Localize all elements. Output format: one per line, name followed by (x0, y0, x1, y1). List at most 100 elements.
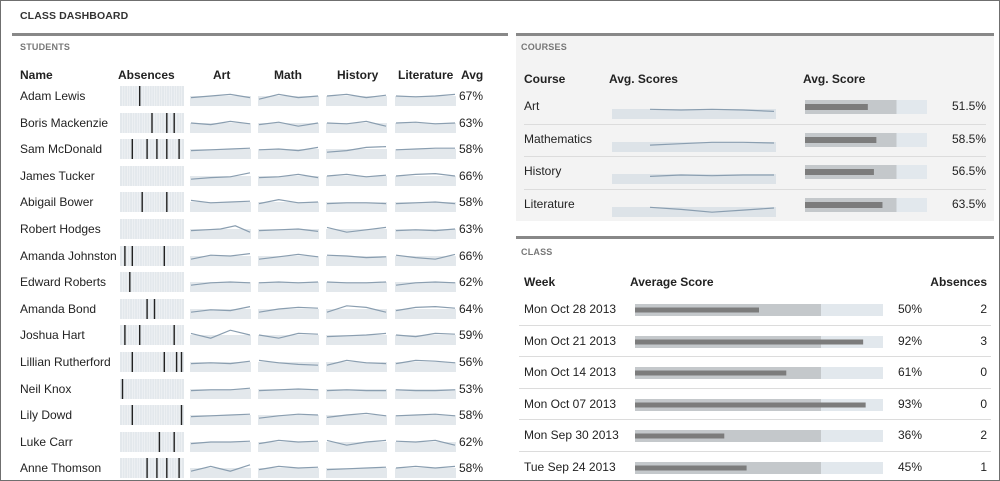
course-bar-value (805, 169, 874, 176)
student-literature-sparkline-line (395, 172, 456, 177)
dashboard-title: CLASS DASHBOARD (20, 10, 129, 22)
student-art-sparkline-band (190, 362, 251, 372)
student-art-sparkline (190, 93, 251, 106)
student-absences-strip (120, 352, 184, 372)
student-history-sparkline (326, 226, 387, 239)
course-row[interactable]: Art 51.5% (516, 92, 994, 124)
class-header-absences[interactable]: Absences (930, 275, 987, 289)
class-absences-value: 2 (980, 302, 987, 316)
student-avg: 58% (459, 408, 484, 423)
class-score-value: 36% (898, 428, 923, 442)
course-trend-line (649, 206, 775, 213)
class-absences-value: 1 (980, 459, 987, 474)
student-row[interactable]: Boris Mackenzie 63% (12, 111, 508, 137)
course-row[interactable]: History 56.5% (516, 157, 994, 189)
student-math-sparkline-band (258, 229, 319, 239)
class-average-score-bar (635, 367, 883, 379)
student-row[interactable]: Joshua Hart 59% (12, 323, 508, 349)
student-literature-sparkline (395, 253, 456, 266)
class-bar-value (635, 433, 725, 439)
students-header-math[interactable]: Math (274, 68, 302, 82)
courses-header-avg-scores[interactable]: Avg. Scores (609, 72, 678, 86)
student-history-sparkline (326, 388, 387, 399)
student-art-sparkline (190, 120, 251, 133)
class-absences-value: 0 (980, 396, 987, 411)
student-art-sparkline-line (190, 225, 251, 233)
students-header-name[interactable]: Name (20, 68, 53, 82)
course-avg-scores-sparkline (612, 108, 776, 119)
student-art-sparkline-line (190, 252, 251, 260)
class-row[interactable]: Mon Sep 30 2013 36% 2 (516, 420, 994, 451)
class-row[interactable]: Mon Oct 28 2013 50% 2 (516, 294, 994, 325)
student-history-sparkline (326, 359, 387, 372)
courses-header-avg-score[interactable]: Avg. Score (803, 72, 866, 86)
student-history-sparkline-band (326, 282, 387, 293)
course-row[interactable]: Literature 63.5% (516, 190, 994, 222)
students-header-absences[interactable]: Absences (118, 68, 175, 82)
student-history-sparkline-line (326, 120, 387, 127)
student-art-sparkline (190, 225, 251, 239)
student-name: Anne Thomson (20, 461, 102, 476)
student-row[interactable]: Neil Knox 53% (12, 377, 508, 403)
student-history-sparkline-band (326, 202, 387, 213)
class-week: Mon Oct 07 2013 (524, 396, 617, 411)
class-row[interactable]: Mon Oct 14 2013 61% 0 (516, 357, 994, 388)
student-literature-sparkline-line (395, 121, 456, 124)
student-math-sparkline (258, 333, 319, 346)
course-trend-line (649, 141, 775, 146)
student-row[interactable]: Lillian Rutherford 56% (12, 350, 508, 376)
student-row[interactable]: Luke Carr 62% (12, 430, 508, 456)
course-trend-band (612, 109, 776, 119)
student-row[interactable]: Amanda Bond 64% (12, 297, 508, 323)
student-literature-sparkline-band (395, 335, 456, 346)
students-header-literature[interactable]: Literature (398, 68, 454, 82)
student-math-sparkline-band (258, 255, 319, 266)
student-history-sparkline-line (326, 333, 387, 338)
course-row-divider (524, 156, 986, 158)
student-literature-sparkline (395, 305, 456, 319)
course-row[interactable]: Mathematics 58.5% (516, 125, 994, 157)
class-header-week[interactable]: Week (524, 275, 556, 289)
class-row[interactable]: Mon Oct 07 2013 93% 0 (516, 389, 994, 420)
student-row[interactable]: Edward Roberts 62% (12, 270, 508, 296)
student-absences-strip (120, 165, 184, 186)
students-header-history[interactable]: History (337, 68, 379, 82)
student-math-sparkline-band (258, 122, 319, 133)
student-art-sparkline-line (190, 281, 251, 286)
student-row[interactable]: Sam McDonald 58% (12, 137, 508, 163)
student-avg: 58% (459, 142, 484, 157)
student-absences-strip (120, 325, 184, 346)
student-literature-sparkline (395, 121, 456, 133)
student-math-sparkline (258, 253, 319, 266)
student-row[interactable]: Amanda Johnston 66% (12, 244, 508, 270)
student-art-sparkline (190, 360, 251, 372)
student-art-sparkline (190, 200, 251, 213)
student-name: Lillian Rutherford (20, 355, 111, 369)
student-math-sparkline-band (258, 468, 319, 479)
student-literature-sparkline-band (395, 468, 456, 479)
student-art-sparkline-band (190, 96, 251, 106)
students-header-art[interactable]: Art (213, 68, 231, 82)
student-math-sparkline (258, 199, 319, 213)
courses-header-course[interactable]: Course (524, 72, 566, 86)
class-header-average-score[interactable]: Average Score (630, 275, 714, 289)
class-row-divider (519, 419, 991, 420)
student-row[interactable]: Adam Lewis 67% (12, 84, 508, 110)
student-art-sparkline-band (190, 308, 251, 319)
student-art-sparkline (190, 440, 251, 452)
student-literature-sparkline-line (395, 439, 456, 446)
student-row[interactable]: Robert Hodges 63% (12, 217, 508, 243)
student-math-sparkline-band (258, 441, 319, 452)
student-literature-sparkline-line (395, 466, 456, 469)
student-row[interactable]: Lily Dowd 58% (12, 403, 508, 429)
student-row[interactable]: Abigail Bower 58% (12, 190, 508, 216)
student-math-sparkline (258, 466, 319, 479)
student-history-sparkline-line (326, 439, 387, 446)
courses-panel-title: COURSES (521, 42, 567, 52)
students-header-avg[interactable]: Avg (461, 68, 484, 82)
class-absences-value: 2 (980, 428, 987, 442)
student-row[interactable]: Anne Thomson 58% (12, 456, 508, 481)
class-row[interactable]: Mon Oct 21 2013 92% 3 (516, 326, 994, 357)
class-row[interactable]: Tue Sep 24 2013 45% 1 (516, 452, 994, 481)
student-row[interactable]: James Tucker 66% (12, 164, 508, 190)
